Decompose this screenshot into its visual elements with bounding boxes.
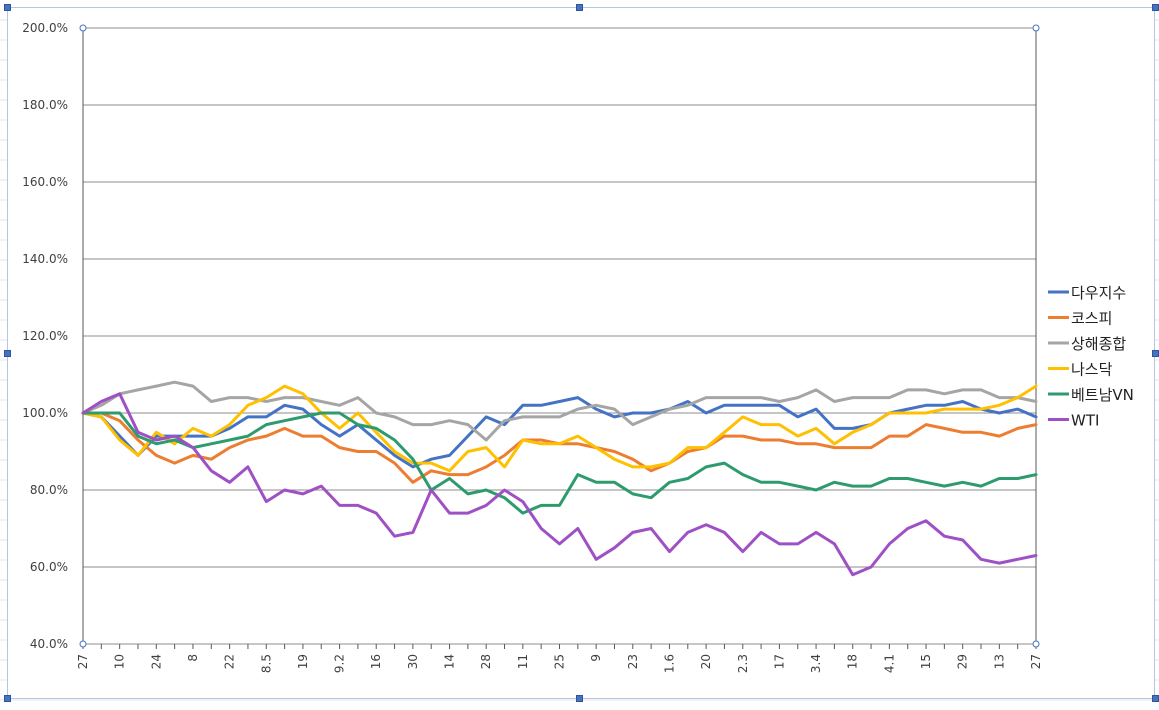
resize-handle-middle-left[interactable] <box>4 350 11 357</box>
x-tick-label: 8.5 <box>259 654 273 673</box>
x-tick-label: 8 <box>186 654 200 662</box>
legend-label: 다우지수 <box>1071 284 1126 302</box>
legend-label: 코스피 <box>1071 310 1112 328</box>
x-tick-label: 9.2 <box>333 654 347 673</box>
x-tick-label: 27 <box>1029 654 1043 669</box>
y-tick-label: 180.0% <box>22 98 68 112</box>
y-tick-label: 140.0% <box>22 252 68 266</box>
y-tick-label: 80.0% <box>30 483 68 497</box>
x-tick-label: 13 <box>992 654 1006 669</box>
x-tick-label: 1.6 <box>662 654 676 673</box>
x-tick-label: 30 <box>406 654 420 669</box>
plot-area-handle <box>79 24 87 32</box>
x-tick-label: 24 <box>149 654 163 669</box>
series-line <box>81 411 1038 484</box>
series-line <box>81 396 1038 469</box>
x-tick-label: 23 <box>626 654 640 669</box>
x-tick-label: 14 <box>443 654 457 669</box>
y-tick-label: 160.0% <box>22 175 68 189</box>
x-tick-label: 9 <box>589 654 603 662</box>
x-tick-label: 2.3 <box>736 654 750 673</box>
x-tick-label: 29 <box>956 654 970 669</box>
legend-label: WTI <box>1071 412 1099 430</box>
x-tick-label: 17 <box>772 654 786 669</box>
x-tick-label: 18 <box>846 654 860 669</box>
series-line <box>81 380 1038 442</box>
resize-handle-bottom-middle[interactable] <box>576 695 583 702</box>
plot-area-handle <box>1032 24 1040 32</box>
x-tick-label: 16 <box>369 654 383 669</box>
x-tick-label: 10 <box>113 654 127 669</box>
x-tick-label: 20 <box>699 654 713 669</box>
legend-label: 상해종합 <box>1071 335 1126 353</box>
x-tick-label: 28 <box>479 654 493 669</box>
plot-area-handle <box>1032 640 1040 648</box>
legend-label: 나스닥 <box>1071 361 1113 379</box>
y-tick-label: 100.0% <box>22 406 68 420</box>
x-tick-label: 19 <box>296 654 310 669</box>
series-line <box>81 392 1038 577</box>
x-tick-label: 11 <box>516 654 530 669</box>
x-tick-label: 25 <box>553 654 567 669</box>
x-tick-label: 4.1 <box>882 654 896 673</box>
y-tick-label: 60.0% <box>30 560 68 574</box>
x-tick-label: 15 <box>919 654 933 669</box>
series-line <box>81 411 1038 515</box>
x-tick-label: 3.4 <box>809 654 823 673</box>
resize-handle-bottom-left[interactable] <box>4 695 11 702</box>
x-tick-label: 22 <box>223 654 237 669</box>
y-tick-label: 200.0% <box>22 21 68 35</box>
resize-handle-top-left[interactable] <box>4 4 11 11</box>
plot-area-handle <box>79 640 87 648</box>
x-tick-label: 27 <box>76 654 90 669</box>
y-tick-label: 120.0% <box>22 329 68 343</box>
resize-handle-top-middle[interactable] <box>576 4 583 11</box>
series-line <box>81 384 1038 473</box>
y-tick-label: 40.0% <box>30 637 68 651</box>
legend-label: 베트남VN <box>1071 386 1134 404</box>
